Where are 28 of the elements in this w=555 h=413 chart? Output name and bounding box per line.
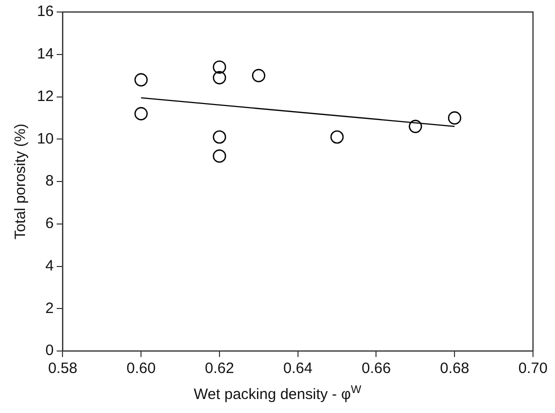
y-tick-label: 10 [36,130,54,148]
y-tick-label: 0 [45,342,54,360]
x-tick-label: 0.70 [518,360,548,378]
x-axis-title: Wet packing density - φ$^{W}$ [192,384,362,403]
point [408,120,422,134]
point [212,71,226,84]
y-tick-label: 6 [45,215,54,232]
y-axis-title: Total porosity (%) [12,124,30,240]
y-tick-label: 2 [45,300,54,317]
point [330,130,344,144]
point [448,111,462,125]
y-tick-label: 16 [36,3,54,20]
x-tick-label: 0.62 [204,360,234,378]
x-tick-label: 0.58 [48,360,78,378]
y-tick-label: 4 [45,257,54,274]
y-tick-label: 8 [45,172,54,190]
point [134,73,148,86]
y-tick-label: 14 [36,46,54,63]
point [212,149,226,163]
point [252,68,266,82]
point [212,60,226,74]
x-tick-label: 0.60 [126,360,156,378]
point [212,130,226,144]
point [134,107,148,120]
y-tick-label: 12 [36,88,54,105]
x-tick-label: 0.68 [440,360,470,378]
x-tick-label: 0.64 [283,360,312,378]
x-tick-label: 0.66 [362,360,391,378]
